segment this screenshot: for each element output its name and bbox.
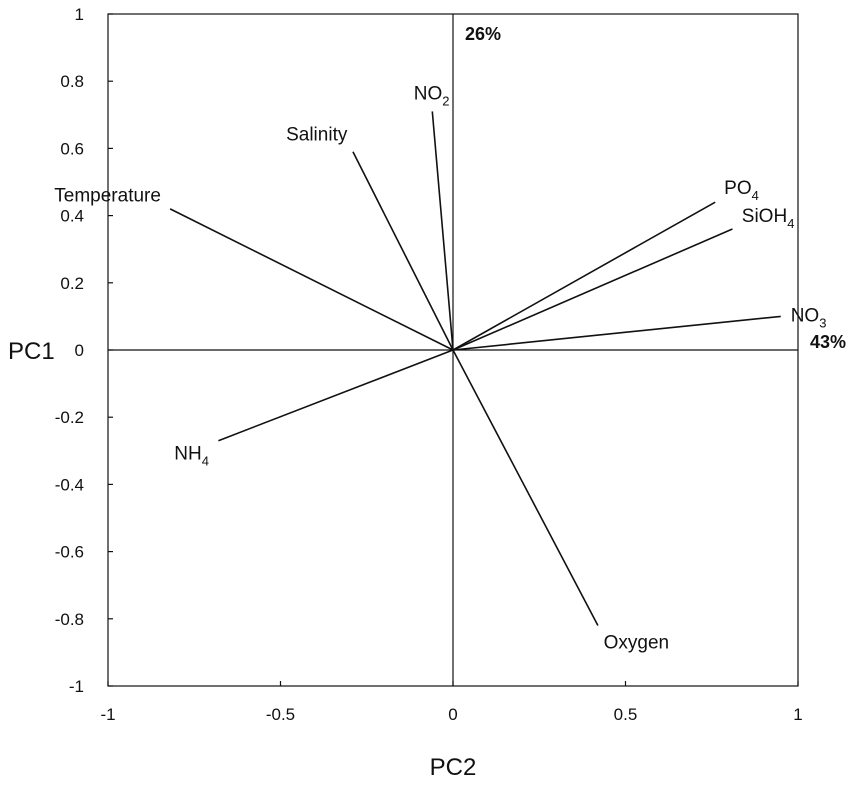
vector-label-text: Temperature [54,185,161,206]
vector-label: Temperature [54,185,161,206]
vector-label-text: NH [174,444,201,465]
x-tick-label: 1 [793,705,802,724]
x-axis-title: PC2 [430,754,477,781]
vector-label-text: NO [791,306,820,327]
y-tick-label: 0.4 [60,207,84,226]
loading-vector-no2 [431,111,454,351]
vector-label-text: PO [724,178,751,199]
vector-label: NO2 [414,83,450,108]
loading-vector-oxygen [452,349,599,626]
y-tick-label: 1 [75,5,84,24]
y-tick-label: -0.2 [55,408,84,427]
y-tick-label: -0.6 [55,543,84,562]
x-axis-variance-label: 43% [810,332,846,352]
vector-label: PO4 [724,178,759,203]
loading-vectors: TemperatureSalinityNO2PO4SiOH4NO3NH4Oxyg… [54,83,826,653]
loading-vector-temperature [169,208,454,351]
vector-label-text: Oxygen [604,633,669,654]
loading-vector-no3 [452,315,781,351]
x-axis-ticks: -1 -0.5 0 0.5 1 [100,681,803,724]
loading-vector-sioh4 [452,228,733,351]
y-tick-label: 0 [75,341,84,360]
vector-label-subscript: 4 [202,454,209,469]
vector-label: Oxygen [604,633,669,654]
vector-label-subscript: 2 [442,93,449,108]
vector-label-subscript: 4 [752,188,759,203]
vector-label: NH4 [174,444,209,469]
vector-label: NO3 [791,306,827,331]
x-tick-label: 0.5 [614,705,638,724]
loading-vector-nh4 [218,349,454,442]
vector-label-text: Salinity [286,125,348,146]
y-tick-label: -1 [69,677,84,696]
y-tick-label: 0.6 [60,139,84,158]
x-tick-label: -1 [100,705,115,724]
y-axis-ticks: 1 0.8 0.6 0.4 0.2 0 -0.2 -0.4 -0.6 -0.8 -1 [55,5,113,696]
vector-label: Salinity [286,125,348,146]
y-tick-label: 0.8 [60,72,84,91]
vector-label-subscript: 3 [819,316,826,331]
loading-vector-salinity [352,151,454,351]
vector-label-subscript: 4 [787,216,794,231]
x-tick-label: -0.5 [266,705,295,724]
y-tick-label: -0.4 [55,475,84,494]
y-tick-label: -0.8 [55,610,84,629]
loading-vector-po4 [452,201,716,351]
y-axis-title: PC1 [8,338,55,365]
vector-label-text: SiOH [742,206,787,227]
vector-label-text: NO [414,83,443,104]
x-tick-label: 0 [448,705,457,724]
y-tick-label: 0.2 [60,274,84,293]
y-axis-variance-label: 26% [465,24,501,44]
vector-label: SiOH4 [742,206,795,231]
